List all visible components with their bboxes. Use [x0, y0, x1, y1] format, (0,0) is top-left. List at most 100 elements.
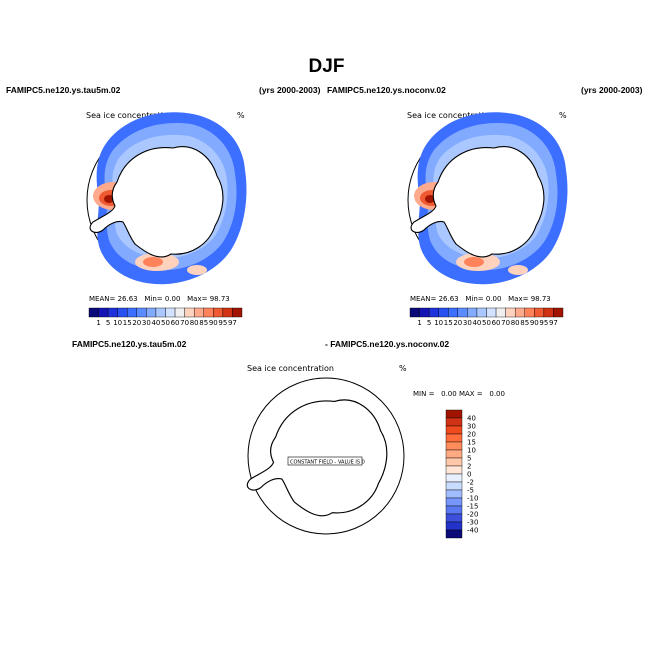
diff-colorbar-tick: 40	[467, 415, 476, 423]
left-colorbar-swatch	[107, 307, 118, 318]
left-years: (yrs 2000-2003)	[259, 85, 321, 95]
right-colorbar-tick: 97	[549, 319, 558, 327]
right-colorbar-swatch	[524, 307, 535, 318]
right-colorbar-tick: 40	[472, 319, 481, 327]
diff-colorbar-swatch	[445, 529, 463, 539]
right-plot-title: Sea ice concentration	[407, 111, 494, 120]
left-colorbar-tick: 1	[96, 319, 100, 327]
left-colorbar-tick: 40	[151, 319, 160, 327]
left-map	[86, 112, 247, 285]
left-colorbar-tick: 95	[218, 319, 227, 327]
left-colorbar-tick: 97	[228, 319, 237, 327]
left-colorbar-swatch	[98, 307, 109, 318]
right-max-label: Max=	[508, 295, 529, 303]
left-colorbar-swatch	[136, 307, 147, 318]
left-min-label: Min=	[144, 295, 163, 303]
left-colorbar-tick: 60	[171, 319, 180, 327]
left-colorbar-tick: 90	[209, 319, 218, 327]
diff-colorbar-swatch	[445, 497, 463, 507]
left-colorbar-tick: 10	[113, 319, 122, 327]
diff-colorbar-swatch	[445, 521, 463, 531]
right-colorbar-tick: 10	[434, 319, 443, 327]
diff-max-value: 0.00	[489, 390, 505, 398]
right-years: (yrs 2000-2003)	[581, 85, 643, 95]
right-map	[407, 112, 568, 285]
right-colorbar-swatch	[476, 307, 487, 318]
right-min-label: Min=	[465, 295, 484, 303]
left-case-name: FAMIPC5.ne120.ys.tau5m.02	[6, 85, 121, 95]
left-colorbar-swatch	[213, 307, 224, 318]
diff-colorbar-tick: 2	[467, 463, 471, 471]
left-colorbar-swatch	[117, 307, 128, 318]
diff-min-value: 0.00	[441, 390, 457, 398]
right-colorbar-tick: 30	[463, 319, 472, 327]
right-colorbar-swatch	[543, 307, 554, 318]
diff-colorbar-swatch	[445, 417, 463, 427]
right-max-value: 98.73	[530, 295, 551, 303]
right-mean-value: 26.63	[438, 295, 459, 303]
right-colorbar-swatch	[514, 307, 525, 318]
left-colorbar-tick: 20	[132, 319, 141, 327]
left-colorbar-tick: 5	[106, 319, 110, 327]
right-colorbar-swatch	[438, 307, 449, 318]
left-colorbar-tick: 30	[142, 319, 151, 327]
diff-min-label: MIN =	[413, 390, 435, 398]
left-colorbar-tick: 85	[199, 319, 208, 327]
diff-colorbar-tick: 15	[467, 439, 476, 447]
diff-colorbar-tick: 30	[467, 423, 476, 431]
right-colorbar-tick: 85	[520, 319, 529, 327]
right-colorbar-tick: 5	[427, 319, 431, 327]
diff-colorbar-swatch	[445, 449, 463, 459]
right-colorbar: 1 5 10 15 20 30 40 50 60 70 80 85 90 95 97	[409, 307, 564, 327]
left-colorbar: 1 5 10 15 20 30 40 50 60 70 80 85 90 95 97	[88, 307, 243, 327]
diff-colorbar-tick: -15	[467, 503, 478, 511]
diff-colorbar-tick: -30	[467, 519, 478, 527]
diff-colorbar-tick: 5	[467, 455, 471, 463]
left-colorbar-swatch	[222, 307, 233, 318]
left-colorbar-tick: 50	[161, 319, 170, 327]
left-min-value: 0.00	[164, 295, 181, 303]
diff-case-b: - FAMIPC5.ne120.ys.noconv.02	[325, 339, 450, 349]
right-colorbar-tick: 1	[417, 319, 421, 327]
right-colorbar-swatch	[457, 307, 468, 318]
left-mean-value: 26.63	[117, 295, 138, 303]
season-title: DJF	[308, 56, 345, 77]
diff-map: CONSTANT FIELD - VALUE IS 0	[246, 377, 405, 535]
right-colorbar-tick: 80	[511, 319, 520, 327]
left-colorbar-swatch	[232, 307, 243, 318]
right-colorbar-tick: 15	[444, 319, 453, 327]
left-mean-label: MEAN=	[89, 295, 116, 303]
diff-case-a: FAMIPC5.ne120.ys.tau5m.02	[72, 339, 187, 349]
right-colorbar-swatch	[419, 307, 430, 318]
diff-colorbar-tick: -5	[467, 487, 474, 495]
left-units: %	[237, 111, 245, 120]
left-colorbar-swatch	[155, 307, 166, 318]
constant-field-note: CONSTANT FIELD - VALUE IS 0	[290, 460, 365, 466]
right-colorbar-swatch	[534, 307, 545, 318]
right-colorbar-tick: 50	[482, 319, 491, 327]
diff-colorbar-swatch	[445, 425, 463, 435]
right-colorbar-tick: 95	[539, 319, 548, 327]
diff-colorbar-swatch	[445, 433, 463, 443]
diff-colorbar-tick: 20	[467, 431, 476, 439]
diff-colorbar-swatch	[445, 473, 463, 483]
right-colorbar-swatch	[467, 307, 478, 318]
diff-max-label: MAX =	[458, 390, 483, 398]
right-mean-label: MEAN=	[410, 295, 437, 303]
diff-colorbar-swatch	[445, 409, 463, 419]
right-colorbar-swatch	[409, 307, 420, 318]
left-colorbar-tick: 70	[180, 319, 189, 327]
right-units: %	[559, 111, 567, 120]
left-stats: MEAN= 26.63 Min= 0.00 Max= 98.73	[89, 295, 230, 303]
right-colorbar-swatch	[448, 307, 459, 318]
right-colorbar-swatch	[428, 307, 439, 318]
diff-plot-title: Sea ice concentration	[247, 364, 334, 373]
left-colorbar-swatch	[174, 307, 185, 318]
diff-colorbar-swatch	[445, 465, 463, 475]
diff-colorbar-tick: -2	[467, 479, 474, 487]
left-colorbar-tick: 15	[123, 319, 132, 327]
left-max-label: Max=	[187, 295, 208, 303]
left-max-value: 98.73	[209, 295, 230, 303]
diff-colorbar-swatch	[445, 513, 463, 523]
